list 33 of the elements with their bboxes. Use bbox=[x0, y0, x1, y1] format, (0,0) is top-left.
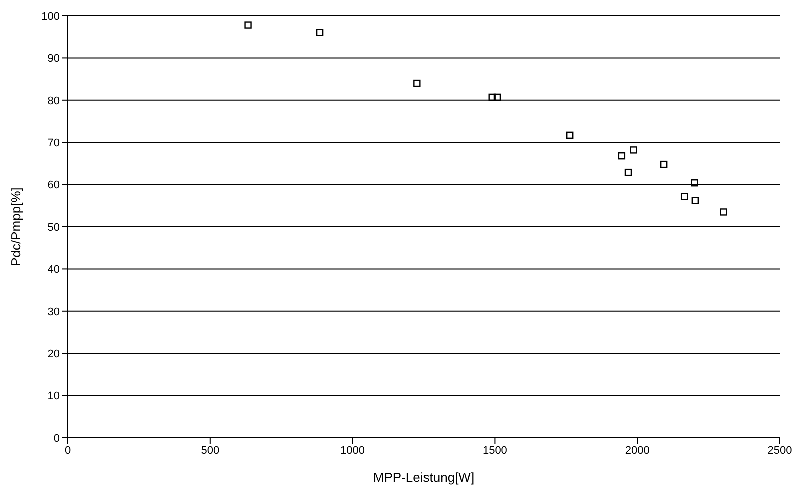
x-tick-label: 2000 bbox=[625, 444, 650, 457]
point bbox=[414, 80, 421, 88]
y-tick-label: 60 bbox=[48, 180, 60, 192]
y-tick-label: 70 bbox=[48, 138, 60, 150]
y-tick-label: 10 bbox=[48, 390, 60, 403]
point bbox=[244, 22, 252, 29]
point bbox=[720, 208, 728, 216]
x-axis-title: MPP-Leistung[W] bbox=[373, 470, 475, 485]
x-tick-label: 1000 bbox=[340, 444, 366, 457]
point bbox=[691, 180, 698, 187]
point bbox=[624, 168, 632, 176]
y-tick-label: 40 bbox=[48, 264, 60, 276]
point bbox=[316, 29, 324, 36]
point bbox=[660, 160, 668, 168]
y-tick-label: 20 bbox=[48, 348, 60, 361]
x-tick-label: 0 bbox=[64, 444, 72, 457]
y-tick-label: 80 bbox=[48, 95, 60, 108]
y-tick-label: 30 bbox=[48, 306, 60, 318]
x-tick-label: 1500 bbox=[482, 444, 508, 457]
y-axis-title: Pdc/Pmpp[%] bbox=[8, 188, 24, 266]
point bbox=[630, 146, 638, 154]
point bbox=[494, 94, 502, 102]
point bbox=[566, 132, 574, 140]
y-tick-label: 0 bbox=[54, 432, 60, 445]
x-tick-label: 2500 bbox=[768, 444, 792, 457]
y-tick-label: 100 bbox=[42, 10, 60, 23]
y-tick-label: 90 bbox=[48, 53, 60, 66]
x-tick-label: 500 bbox=[201, 444, 220, 457]
point bbox=[680, 193, 688, 200]
point bbox=[488, 94, 496, 102]
y-tick-label: 50 bbox=[48, 222, 60, 234]
point bbox=[692, 197, 700, 204]
point bbox=[618, 152, 626, 160]
